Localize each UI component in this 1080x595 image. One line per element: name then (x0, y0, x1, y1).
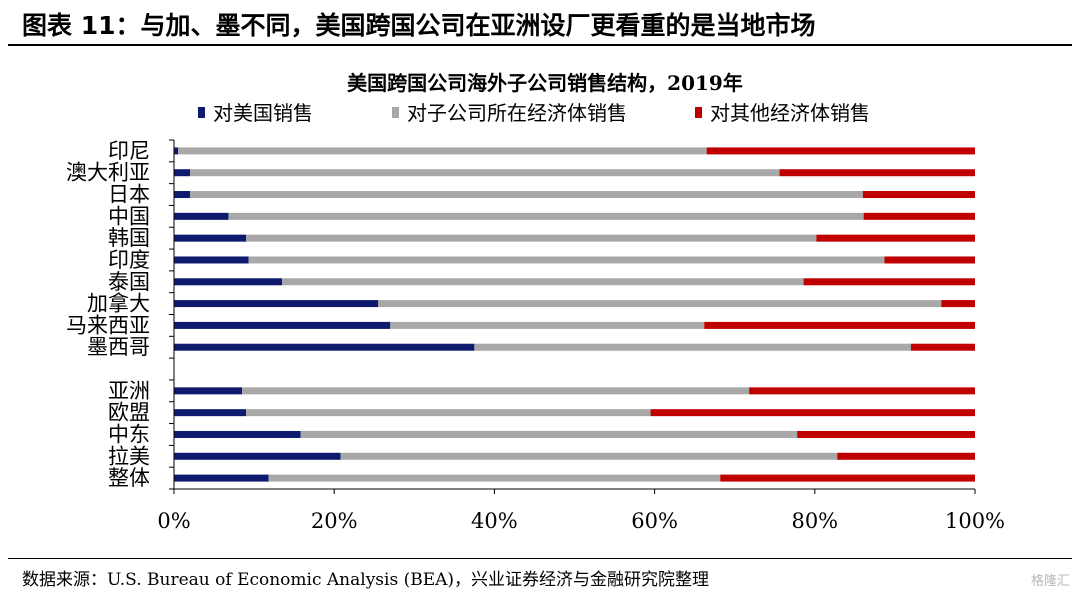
legend-swatch-0 (198, 107, 205, 118)
bar-segment-s0 (174, 191, 191, 199)
category-label: 印尼 (108, 139, 150, 163)
bar-segment-s2 (706, 147, 975, 155)
legend-label-2: 对其他经济体销售 (710, 101, 870, 125)
category-label: 整体 (108, 466, 150, 490)
bar-segment-s2 (863, 212, 975, 220)
bottom-rule (8, 558, 1072, 559)
bar-segment-s1 (190, 191, 863, 199)
bar-segment-s0 (174, 321, 391, 329)
x-tick-label: 60% (631, 509, 678, 533)
bar-segment-s0 (174, 256, 249, 264)
bars (174, 147, 975, 482)
bar-segment-s1 (378, 300, 942, 308)
bar-segment-s0 (174, 212, 229, 220)
bar-segment-s1 (282, 278, 804, 286)
bar-segment-s1 (178, 147, 707, 155)
legend-swatch-1 (392, 107, 399, 118)
bar-segment-s0 (174, 343, 475, 351)
category-label: 泰国 (108, 270, 150, 294)
bar-segment-s2 (650, 409, 975, 417)
bar-segment-s1 (246, 409, 651, 417)
category-label: 欧盟 (108, 401, 150, 425)
bar-segment-s1 (390, 321, 705, 329)
bar-segment-s0 (174, 452, 341, 460)
bar-segment-s0 (174, 387, 243, 395)
category-label: 加拿大 (87, 292, 150, 316)
bar-segment-s0 (174, 300, 379, 308)
category-label: 拉美 (108, 444, 150, 468)
bar-segment-s1 (248, 256, 885, 264)
bar-segment-s2 (837, 452, 975, 460)
watermark: 格隆汇 (1030, 574, 1070, 589)
bar-segment-s1 (474, 343, 911, 351)
bar-segment-s1 (246, 234, 817, 242)
bar-segment-s2 (704, 321, 975, 329)
bar-segment-s2 (720, 474, 975, 482)
bar-segment-s2 (803, 278, 975, 286)
bar-segment-s1 (340, 452, 838, 460)
bar-segment-s1 (242, 387, 750, 395)
top-rule (8, 44, 1072, 46)
bar-segment-s0 (174, 278, 283, 286)
figure-title: 图表 11：与加、墨不同，美国跨国公司在亚洲设厂更看重的是当地市场 (22, 11, 816, 40)
bar-segment-s2 (910, 343, 975, 351)
category-label: 韩国 (108, 226, 150, 250)
bar-segment-s0 (174, 474, 269, 482)
bar-segment-s0 (174, 147, 179, 155)
category-label: 印度 (108, 248, 150, 272)
bar-segment-s0 (174, 169, 191, 177)
bar-segment-s1 (300, 430, 798, 438)
bar-segment-s1 (190, 169, 780, 177)
category-label: 墨西哥 (87, 335, 150, 359)
bar-segment-s2 (884, 256, 975, 264)
bar-segment-s0 (174, 409, 247, 417)
category-label: 马来西亚 (66, 313, 150, 337)
chart-title: 美国跨国公司海外子公司销售结构，2019年 (347, 71, 743, 95)
source-note: 数据来源：U.S. Bureau of Economic Analysis (B… (22, 570, 710, 590)
x-axis: 0% 20% 40% 60% 80% 100% (157, 139, 1005, 533)
category-label: 亚洲 (108, 379, 150, 403)
legend: 对美国销售 对子公司所在经济体销售 对其他经济体销售 (198, 101, 870, 125)
bar-segment-s2 (797, 430, 975, 438)
bar-segment-s2 (816, 234, 975, 242)
category-label: 中东 (108, 422, 150, 446)
x-tick-label: 80% (791, 509, 838, 533)
bar-segment-s1 (268, 474, 721, 482)
bar-segment-s0 (174, 430, 301, 438)
x-tick-label: 0% (157, 509, 190, 533)
legend-label-1: 对子公司所在经济体销售 (407, 101, 627, 125)
bar-segment-s2 (941, 300, 975, 308)
bar-segment-s2 (862, 191, 975, 199)
bar-segment-s2 (749, 387, 975, 395)
bar-segment-s2 (779, 169, 975, 177)
legend-swatch-2 (695, 107, 702, 118)
category-label: 澳大利亚 (66, 161, 150, 185)
category-label: 中国 (108, 204, 150, 228)
category-label: 日本 (108, 183, 150, 207)
legend-label-0: 对美国销售 (213, 101, 313, 125)
bar-segment-s1 (228, 212, 864, 220)
x-tick-label: 20% (311, 509, 358, 533)
x-tick-label: 40% (471, 509, 518, 533)
bar-segment-s0 (174, 234, 247, 242)
x-tick-label: 100% (945, 509, 1005, 533)
